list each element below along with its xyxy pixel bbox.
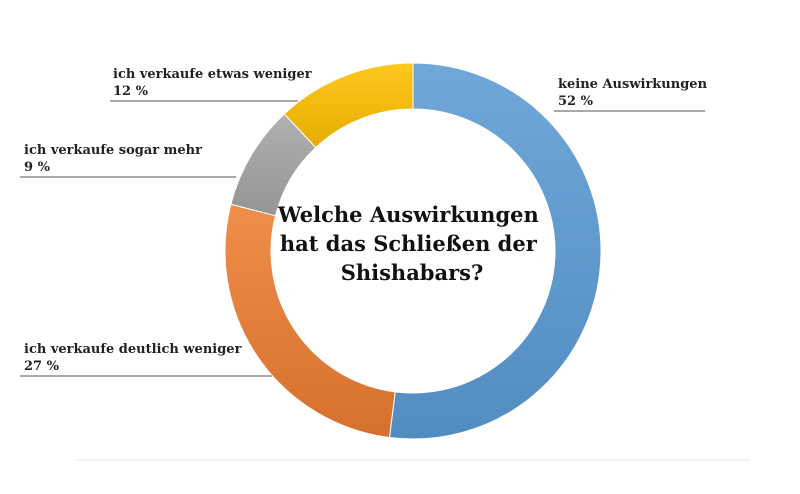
slice-label-1: ich verkaufe deutlich weniger [24, 342, 242, 357]
slice-label-2: ich verkaufe sogar mehr [24, 143, 202, 158]
labels-group: keine Auswirkungen 52 % ich verkaufe deutl… [24, 67, 708, 374]
slice-value-label-3: 12 % [113, 84, 149, 99]
leader-lines-group [20, 100, 705, 377]
slice-0 [388, 62, 602, 440]
chart-title-line-1: Welche Auswirkungen [277, 202, 539, 227]
slice-value-label-0: 52 % [558, 94, 594, 109]
chart-title-line-2: hat das Schließen der [280, 231, 538, 256]
slices-group [224, 62, 602, 440]
chart-title: Welche Auswirkungen hat das Schließen de… [277, 202, 546, 285]
slice-value-label-1: 27 % [24, 359, 60, 374]
slice-label-0: keine Auswirkungen [558, 77, 708, 92]
chart-title-line-3: Shishabars? [341, 260, 484, 285]
slice-label-3: ich verkaufe etwas weniger [113, 67, 312, 82]
slice-3 [283, 62, 414, 149]
slice-value-label-2: 9 % [24, 160, 51, 175]
